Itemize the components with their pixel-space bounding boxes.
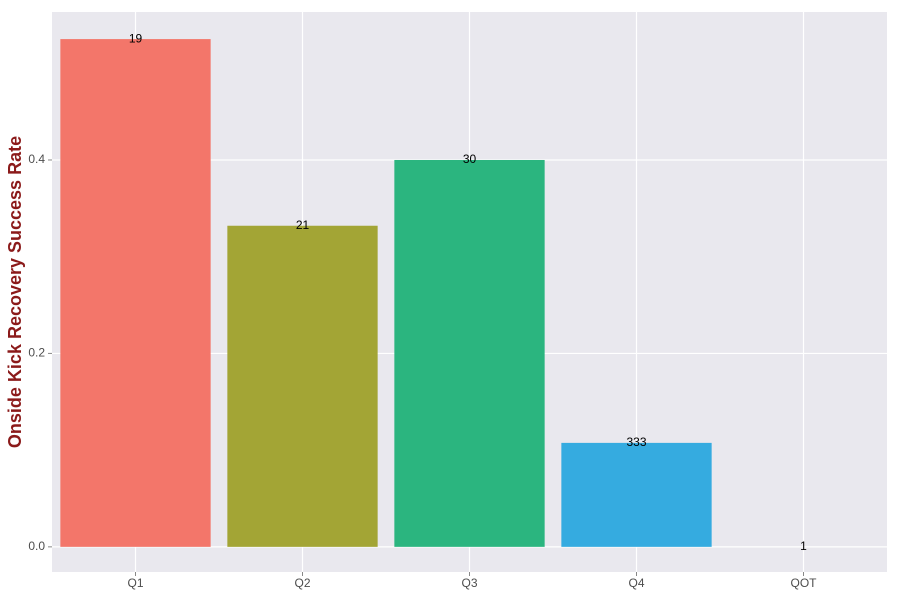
x-tick-label: Q4 bbox=[628, 576, 644, 590]
bar-label: 21 bbox=[296, 218, 310, 232]
bar bbox=[60, 39, 211, 547]
bar bbox=[227, 225, 378, 547]
y-tick-label: 0.4 bbox=[28, 152, 45, 166]
bar bbox=[561, 442, 712, 547]
bar bbox=[394, 159, 545, 547]
bar-label: 333 bbox=[626, 435, 646, 449]
y-tick-label: 0.2 bbox=[28, 346, 45, 360]
x-tick-label: Q2 bbox=[294, 576, 310, 590]
x-tick-label: Q3 bbox=[461, 576, 477, 590]
bar-label: 1 bbox=[800, 539, 807, 553]
bar-label: 19 bbox=[129, 31, 143, 45]
x-tick-label: QOT bbox=[791, 576, 818, 590]
x-tick-label: Q1 bbox=[127, 576, 143, 590]
y-axis-title: Onside Kick Recovery Success Rate bbox=[5, 136, 25, 448]
bar-label: 30 bbox=[463, 152, 477, 166]
y-tick-label: 0.0 bbox=[28, 539, 45, 553]
